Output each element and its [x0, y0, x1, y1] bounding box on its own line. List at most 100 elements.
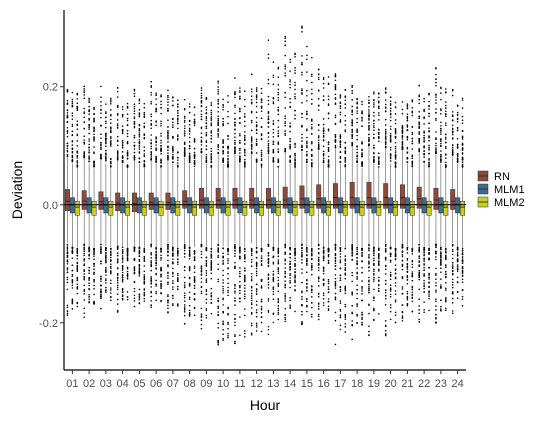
outlier-point — [339, 113, 342, 116]
outlier-point — [322, 278, 325, 281]
outlier-point — [150, 153, 152, 155]
outlier-point — [93, 120, 95, 123]
outlier-point — [411, 272, 414, 275]
outlier-point — [322, 259, 325, 262]
outlier-point — [322, 132, 325, 134]
outlier-point — [255, 124, 258, 127]
outlier-point — [138, 135, 141, 138]
outlier-point — [138, 99, 141, 102]
outlier-point — [133, 92, 136, 95]
outlier-point — [244, 295, 246, 298]
outlier-point — [351, 291, 354, 294]
outlier-point — [301, 251, 303, 254]
outlier-point — [217, 106, 219, 109]
outlier-point — [183, 247, 186, 250]
outlier-point — [289, 269, 291, 271]
outlier-point — [227, 277, 229, 280]
outlier-point — [105, 255, 107, 258]
outlier-point — [143, 300, 146, 302]
outlier-point — [267, 150, 270, 153]
outlier-point — [435, 96, 437, 98]
outlier-point — [423, 279, 425, 282]
outlier-point — [244, 105, 246, 108]
outlier-point — [394, 135, 397, 138]
outlier-point — [322, 87, 325, 89]
outlier-point — [423, 269, 425, 271]
box — [342, 200, 348, 216]
outlier-point — [272, 120, 275, 122]
outlier-point — [116, 158, 119, 161]
outlier-point — [234, 104, 236, 107]
outlier-point — [71, 273, 74, 276]
outlier-point — [177, 139, 179, 141]
outlier-point — [71, 300, 74, 303]
outlier-point — [255, 105, 258, 108]
outlier-point — [445, 256, 447, 259]
outlier-point — [361, 254, 363, 257]
outlier-point — [188, 315, 191, 317]
outlier-point — [155, 161, 157, 163]
outlier-point — [83, 254, 85, 257]
outlier-point — [126, 140, 129, 143]
outlier-point — [428, 248, 430, 250]
outlier-point — [188, 251, 191, 253]
box — [393, 200, 399, 216]
outlier-point — [76, 150, 79, 153]
outlier-point — [401, 148, 404, 151]
outlier-point — [277, 268, 280, 271]
outlier-point — [200, 319, 203, 321]
outlier-point — [205, 259, 208, 262]
outlier-point — [71, 156, 74, 159]
outlier-point — [167, 98, 169, 101]
outlier-point — [361, 110, 363, 112]
outlier-point — [418, 309, 421, 311]
outlier-point — [76, 270, 79, 272]
outlier-point — [210, 265, 213, 268]
outlier-point — [222, 142, 224, 145]
box — [326, 200, 332, 216]
outlier-point — [183, 148, 186, 150]
outlier-point — [205, 155, 208, 158]
outlier-point — [301, 268, 303, 270]
outlier-point — [83, 89, 85, 92]
outlier-point — [351, 274, 354, 277]
outlier-point — [351, 90, 354, 92]
outlier-point — [327, 117, 330, 120]
outlier-point — [66, 251, 69, 254]
outlier-point — [334, 249, 337, 251]
outlier-point — [378, 105, 380, 107]
outlier-point — [255, 111, 258, 114]
outlier-point — [183, 150, 186, 152]
outlier-point — [83, 316, 85, 319]
outlier-point — [272, 290, 275, 293]
outlier-point — [284, 64, 287, 66]
outlier-point — [344, 292, 347, 295]
outlier-point — [317, 263, 320, 266]
outlier-point — [205, 308, 208, 310]
outlier-point — [423, 117, 425, 120]
outlier-point — [105, 254, 107, 257]
outlier-point — [217, 103, 219, 105]
outlier-point — [93, 117, 95, 120]
outlier-point — [445, 164, 447, 166]
outlier-point — [368, 125, 370, 128]
outlier-point — [339, 119, 342, 121]
outlier-point — [116, 105, 119, 107]
outlier-point — [210, 295, 213, 298]
outlier-point — [277, 305, 280, 307]
outlier-point — [289, 70, 291, 72]
outlier-point — [172, 295, 174, 297]
outlier-point — [126, 157, 129, 160]
outlier-point — [177, 134, 179, 136]
outlier-point — [301, 133, 303, 136]
outlier-point — [356, 253, 358, 256]
outlier-point — [294, 84, 296, 87]
outlier-point — [138, 275, 141, 277]
outlier-point — [356, 98, 358, 101]
outlier-point — [277, 88, 280, 91]
outlier-point — [361, 293, 363, 295]
outlier-point — [227, 166, 229, 168]
outlier-point — [88, 99, 90, 101]
outlier-point — [121, 297, 124, 300]
outlier-point — [121, 280, 124, 283]
